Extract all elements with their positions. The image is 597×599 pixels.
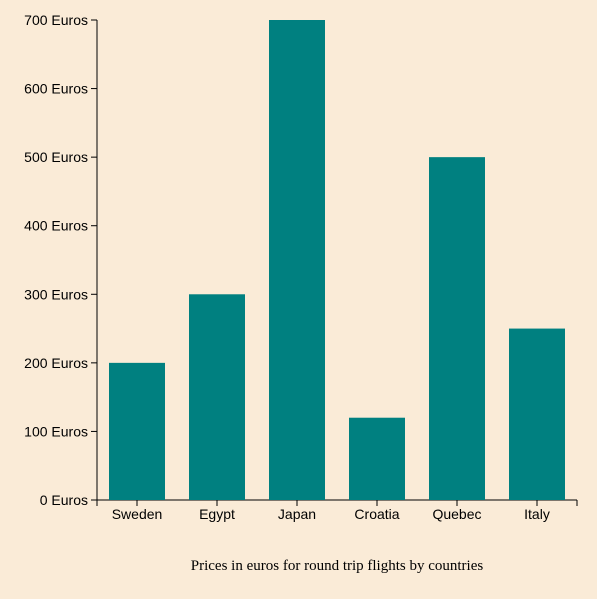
bar-sweden [109,362,165,500]
y-tick-label: 100 Euros [24,423,88,439]
x-tick-label: Egypt [199,506,235,522]
y-tick-label: 500 Euros [24,149,88,165]
y-tick-label: 300 Euros [24,286,88,302]
x-tick-label: Italy [524,506,550,522]
bar-italy [509,328,565,500]
y-tick-label: 700 Euros [24,12,88,28]
x-axis: Sweden Egypt Japan Croatia Quebec Italy [96,499,578,522]
x-tick-label: Japan [278,506,316,522]
y-axis: 0 Euros 100 Euros 200 Euros 300 Euros 400 Eu… [24,12,98,508]
bar-japan [269,20,325,500]
x-axis-caption: Prices in euros for round trip flights b… [191,558,484,574]
bar-croatia [349,417,405,500]
y-tick-label: 200 Euros [24,355,88,371]
x-tick-label: Croatia [354,506,399,522]
bars-group [109,20,565,500]
y-tick-label: 0 Euros [40,492,88,508]
bar-quebec [429,157,485,500]
y-tick-label: 400 Euros [24,218,88,234]
y-tick-label: 600 Euros [24,81,88,97]
x-tick-label: Quebec [432,506,481,522]
x-tick-label: Sweden [112,506,163,522]
bar-egypt [189,294,245,500]
